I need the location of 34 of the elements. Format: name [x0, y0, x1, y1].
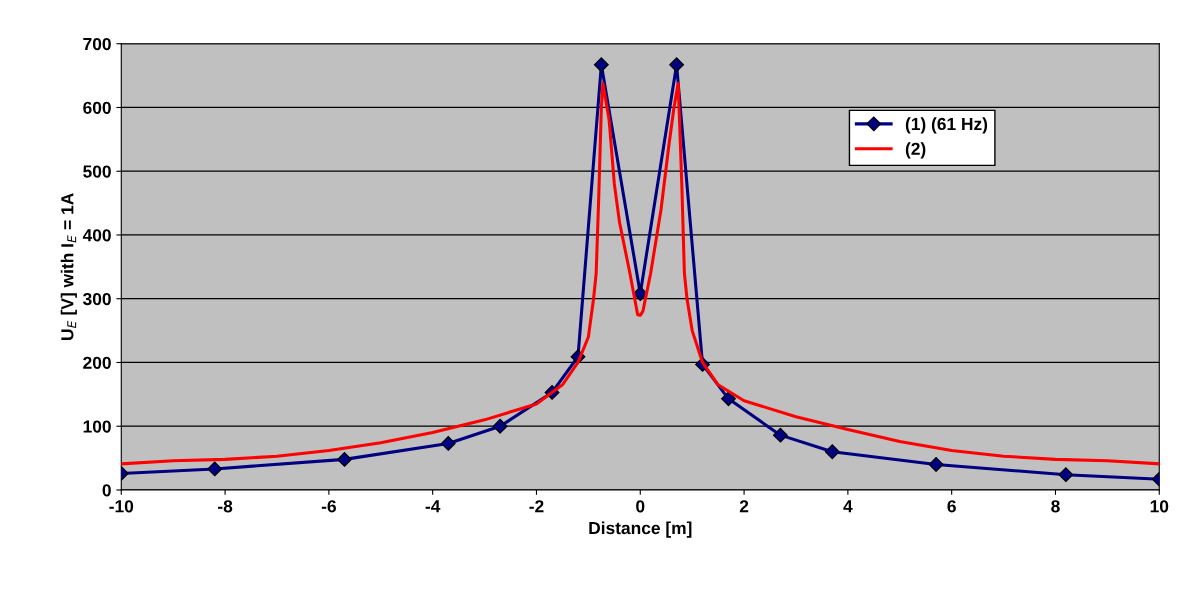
- y-tick-label: 300: [82, 292, 111, 306]
- point: [772, 427, 788, 443]
- x-tick-label: -2: [529, 500, 544, 513]
- point: [824, 444, 840, 460]
- legend-label: (2): [905, 142, 926, 159]
- point: [593, 57, 609, 73]
- point: [440, 436, 456, 451]
- y-axis-title: U$_{E}$ [V] with I$_{E}$ = 1A: [60, 193, 77, 341]
- x-tick-label: -4: [425, 500, 441, 513]
- y-tick-label: 200: [83, 356, 111, 369]
- x-tick-label: 10: [1150, 500, 1169, 513]
- x-tick-label: 0: [636, 500, 645, 513]
- x-tick-label: 6: [947, 500, 956, 513]
- legend-label: (1) (61 Hz): [905, 117, 988, 134]
- x-tick-label: 8: [1051, 500, 1060, 513]
- x-tick-label: 4: [843, 500, 853, 513]
- y-tick-label: 600: [83, 101, 111, 114]
- point: [669, 57, 685, 73]
- point: [492, 418, 508, 434]
- x-tick-label: 2: [739, 500, 749, 513]
- x-tick-label: -6: [321, 500, 336, 513]
- y-tick-label: 500: [83, 165, 111, 178]
- x-tick-label: -8: [218, 500, 233, 513]
- x-axis-title: Distance [m]: [589, 521, 692, 538]
- point: [207, 461, 223, 477]
- point: [721, 391, 736, 407]
- x-tick-label: -10: [109, 500, 134, 513]
- point: [337, 451, 352, 467]
- y-tick-label: 100: [83, 420, 111, 433]
- y-tick-label: 0: [102, 484, 111, 497]
- point: [928, 457, 944, 472]
- y-tick-label: 400: [82, 229, 111, 242]
- y-tick-label: 700: [83, 37, 111, 51]
- point: [1058, 467, 1074, 483]
